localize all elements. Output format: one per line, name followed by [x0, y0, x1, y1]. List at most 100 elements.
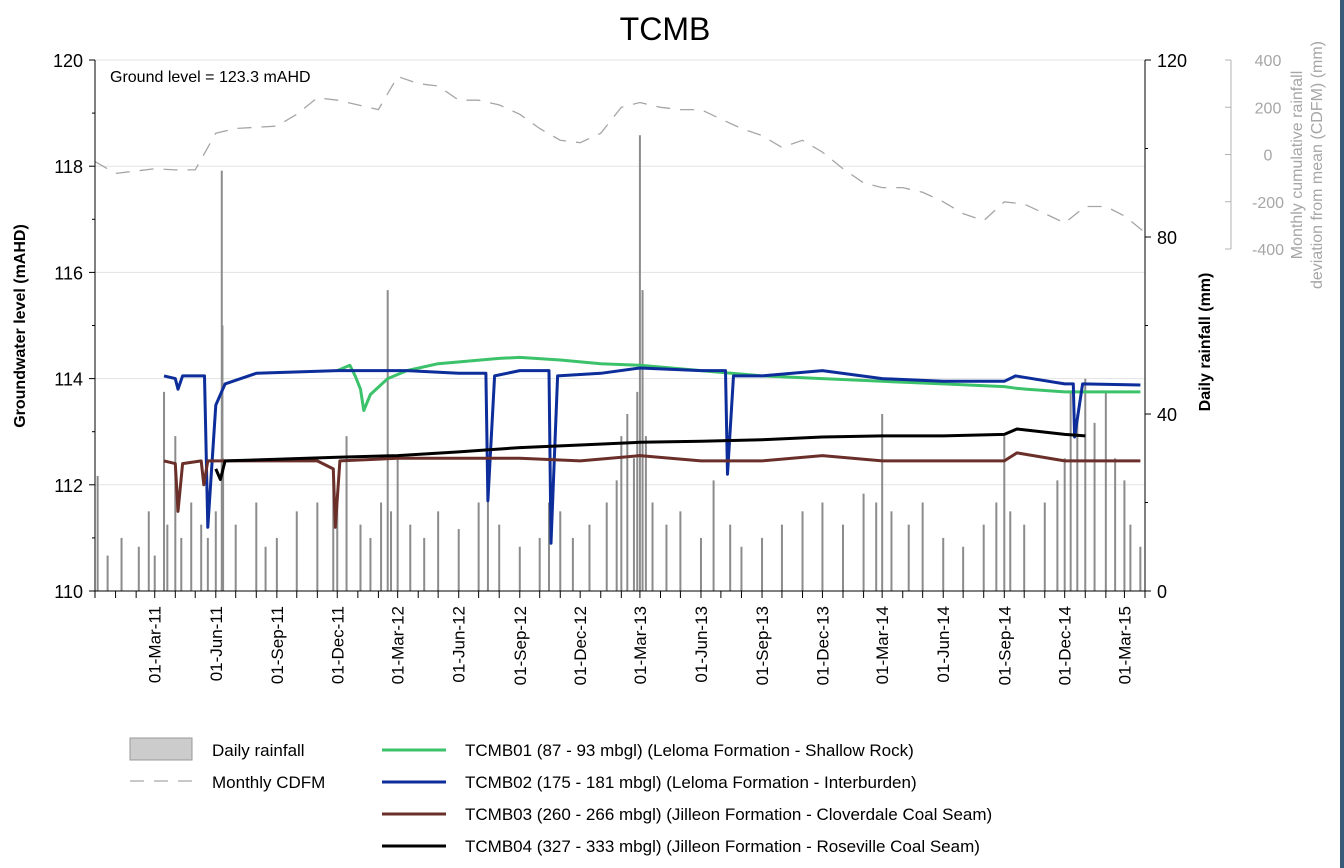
y-cdfm-axis-label: deviation from mean (CDFM) (mm)	[1309, 41, 1326, 289]
rainfall-bar	[214, 511, 217, 591]
rainfall-bar	[740, 546, 743, 591]
rainfall-bars	[96, 135, 1142, 591]
rainfall-bar	[264, 546, 267, 591]
rainfall-bar	[275, 537, 278, 591]
rainfall-bar	[1009, 511, 1012, 591]
x-tick-label: 01-Dec-12	[571, 606, 590, 685]
legend: Daily rainfall Monthly CDFM TCMB01 (87 - 9…	[129, 737, 992, 856]
y-cdfm-axis-label: Monthly cumulative rainfall	[1289, 71, 1306, 260]
y-right-tick-label: 0	[1157, 582, 1167, 602]
rainfall-bar	[729, 524, 732, 591]
rainfall-bar	[907, 524, 910, 591]
rainfall-bar	[316, 502, 319, 591]
rainfall-bar	[1123, 480, 1126, 591]
y-cdfm-tick-label: 0	[1264, 148, 1273, 165]
rainfall-bar	[962, 546, 965, 591]
rainfall-bar	[615, 480, 618, 591]
x-tick-label: 01-Mar-14	[873, 606, 892, 684]
rainfall-bar	[386, 290, 389, 591]
rainfall-bar	[206, 537, 209, 591]
rainfall-bar	[137, 546, 140, 591]
rainfall-bar	[332, 480, 335, 591]
rainfall-bar	[605, 502, 608, 591]
rainfall-bar	[1076, 414, 1079, 591]
series-line	[163, 451, 1141, 529]
rainfall-bar	[862, 493, 865, 591]
cdfm-line	[94, 75, 1146, 234]
rainfall-bar	[1139, 546, 1142, 591]
rainfall-bar	[234, 524, 237, 591]
x-tick-label: 01-Dec-13	[813, 606, 832, 685]
rainfall-bar	[842, 524, 845, 591]
rainfall-bar	[498, 524, 501, 591]
x-tick-label: 01-Jun-13	[692, 606, 711, 683]
rainfall-bar	[638, 135, 641, 591]
rainfall-bar	[644, 436, 647, 591]
rainfall-bar	[636, 391, 639, 591]
rainfall-bar	[390, 511, 393, 591]
rainfall-bar	[147, 511, 150, 591]
rainfall-bar	[1104, 391, 1107, 591]
chart-title: TCMB	[620, 11, 711, 47]
legend-label: TCMB03 (260 - 266 mbgl) (Jilleon Formati…	[465, 805, 992, 824]
rainfall-bar	[1003, 436, 1006, 591]
rainfall-bar	[1069, 391, 1072, 591]
grid	[95, 59, 1145, 486]
rainfall-bar	[982, 524, 985, 591]
rainfall-bar	[396, 458, 399, 591]
rainfall-bar	[1063, 458, 1066, 591]
rainfall-bar	[345, 436, 348, 591]
rainfall-bar	[699, 537, 702, 591]
rainfall-bar	[180, 537, 183, 591]
rainfall-bar	[295, 511, 298, 591]
rainfall-bar	[120, 537, 123, 591]
series-line	[336, 355, 1141, 412]
rainfall-bar	[1114, 458, 1117, 591]
rainfall-bar	[200, 524, 203, 591]
y-cdfm-tick-label: -200	[1252, 195, 1284, 212]
y-left-tick-label: 116	[54, 263, 83, 283]
legend-swatch-rainfall	[129, 737, 193, 761]
y-right-tick-label: 120	[1157, 51, 1187, 71]
x-tick-label: 01-Mar-15	[1115, 606, 1134, 684]
y-right-tick-label: 40	[1157, 405, 1177, 425]
rainfall-bar	[942, 537, 945, 591]
rainfall-bar	[486, 493, 489, 591]
y-left-tick-label: 120	[53, 51, 83, 71]
y-left-axis-label: Groundwater level (mAHD)	[12, 224, 29, 428]
x-tick-label: 01-Mar-13	[631, 606, 650, 684]
rainfall-bar	[761, 537, 764, 591]
rainfall-bar	[255, 502, 258, 591]
series-line	[214, 427, 1086, 481]
x-tick-label: 01-Sep-11	[268, 606, 287, 684]
y-left-tick-label: 112	[54, 476, 83, 496]
rainfall-bar	[518, 546, 521, 591]
y-right-tick-label: 80	[1157, 228, 1177, 248]
rainfall-bar	[163, 391, 166, 591]
y-left-tick-label: 114	[54, 370, 83, 390]
rainfall-bar	[359, 524, 362, 591]
rainfall-bar	[106, 555, 109, 591]
x-tick-label: 01-Jun-11	[207, 606, 226, 681]
rainfall-bar	[651, 502, 654, 591]
rainfall-bar	[921, 502, 924, 591]
rainfall-bar	[96, 475, 99, 591]
rainfall-bar	[457, 529, 460, 591]
rainfall-bar	[409, 524, 412, 591]
rainfall-bar	[632, 458, 635, 591]
rainfall-bar	[890, 511, 893, 591]
rainfall-bar	[665, 524, 668, 591]
y-cdfm-tick-label: 200	[1255, 100, 1282, 117]
rainfall-bar	[423, 537, 426, 591]
legend-label: Daily rainfall	[212, 741, 305, 760]
rainfall-bar	[1043, 502, 1046, 591]
x-tick-label: 01-Sep-12	[511, 606, 530, 685]
cdfm-series	[94, 75, 1146, 234]
rainfall-bar	[881, 414, 884, 591]
rainfall-bar	[780, 524, 783, 591]
rainfall-bar	[174, 436, 177, 591]
rainfall-bar	[166, 524, 169, 591]
rainfall-bar	[875, 502, 878, 591]
y-right-axis-label: Daily rainfall (mm)	[1197, 273, 1214, 412]
rainfall-bar	[369, 537, 372, 591]
